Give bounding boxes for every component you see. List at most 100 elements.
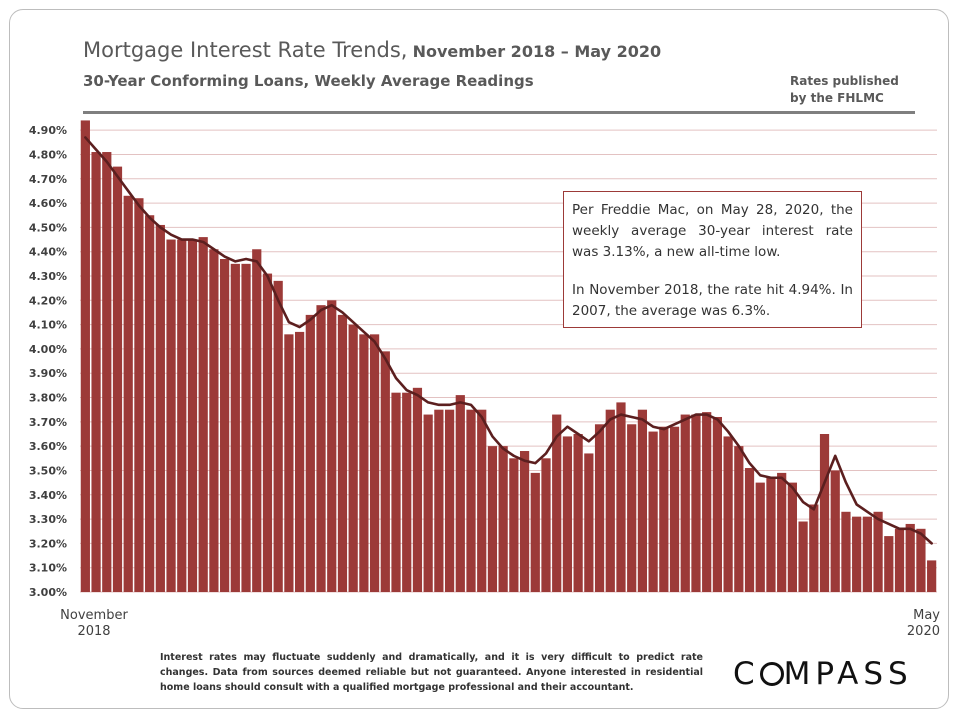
rate-bar — [198, 237, 208, 592]
rate-bar — [80, 120, 90, 592]
moving-average-path — [84, 136, 933, 545]
rate-bar — [637, 409, 648, 592]
x-label-start-month: November — [60, 608, 128, 623]
x-label-end-year: 2020 — [906, 624, 940, 639]
y-tick-label: 4.60% — [29, 197, 67, 210]
y-tick-label: 3.70% — [29, 416, 67, 429]
rate-bar — [434, 409, 444, 592]
chart-subtitle: 30-Year Conforming Loans, Weekly Average… — [83, 72, 534, 90]
rate-bar — [927, 560, 937, 592]
rate-bar — [112, 166, 123, 592]
rate-bar — [562, 436, 573, 592]
rate-bar — [798, 521, 808, 592]
rate-bar — [316, 305, 326, 592]
rate-bar — [91, 152, 101, 592]
rate-bar — [327, 300, 337, 592]
annotation-paragraph-2: In November 2018, the rate hit 4.94%. In… — [572, 282, 853, 319]
y-tick-label: 4.00% — [29, 343, 67, 356]
rate-bar — [755, 482, 765, 592]
logo-text-after: MPASS — [783, 656, 913, 692]
y-tick-label: 4.30% — [29, 270, 67, 283]
y-tick-label: 4.40% — [29, 246, 67, 259]
rate-bar — [830, 470, 840, 592]
rate-bar — [873, 511, 883, 592]
rate-bar — [273, 280, 283, 592]
rate-bar — [295, 331, 305, 592]
rate-bar — [102, 152, 112, 592]
rate-bar — [123, 195, 133, 593]
y-axis-tick-labels: 3.00% 3.10% 3.20% 3.30% 3.40% 3.50% 3.60% 3.70%… — [29, 124, 67, 599]
x-label-start-year: 2018 — [77, 624, 111, 639]
y-tick-label: 3.50% — [29, 464, 67, 477]
rate-bar — [648, 431, 658, 592]
rate-bar — [262, 273, 273, 592]
rate-bar — [177, 239, 187, 593]
rate-bars — [80, 120, 937, 593]
rate-bar — [691, 414, 701, 592]
y-tick-label: 3.60% — [29, 440, 67, 453]
rate-bar — [734, 446, 744, 592]
rate-bar — [155, 224, 165, 592]
rate-bar — [230, 263, 240, 592]
y-tick-label: 3.80% — [29, 392, 67, 405]
y-tick-label: 4.50% — [29, 221, 67, 234]
rate-bar — [809, 504, 819, 592]
rate-bar — [787, 482, 797, 592]
rate-bar — [466, 409, 476, 592]
rate-bar — [498, 446, 508, 592]
rate-bar — [905, 523, 915, 592]
rate-bar — [455, 395, 465, 592]
rate-bar — [166, 239, 176, 593]
rate-bar — [380, 351, 390, 592]
rate-bar — [423, 414, 433, 592]
rate-bar — [819, 434, 830, 592]
y-tick-label: 4.90% — [29, 124, 67, 137]
logo-circle-o — [759, 662, 784, 686]
y-tick-label: 3.10% — [29, 562, 67, 575]
chart-title-range: November 2018 – May 2020 — [412, 42, 662, 61]
rate-bar — [841, 511, 851, 592]
disclaimer-text: Interest rates may fluctuate suddenly an… — [160, 652, 703, 693]
rate-bar — [187, 239, 198, 593]
rate-bar — [241, 263, 251, 592]
source-line-1: Rates published — [790, 74, 899, 88]
rate-bar — [884, 536, 894, 592]
y-tick-label: 4.80% — [29, 148, 67, 161]
rate-bar — [680, 414, 690, 592]
rate-bar — [369, 334, 380, 592]
rate-bar — [541, 458, 551, 592]
moving-average-line — [84, 136, 933, 545]
y-tick-label: 3.00% — [29, 586, 67, 599]
rate-bar — [584, 453, 594, 592]
rate-bar — [252, 249, 262, 592]
rate-bar — [573, 434, 583, 592]
rate-bar — [627, 424, 637, 592]
x-label-start: November 2018 — [54, 608, 134, 640]
rate-bar — [509, 458, 519, 592]
rate-bar — [702, 412, 712, 592]
rate-bar — [145, 215, 155, 592]
rate-bar — [402, 392, 412, 592]
rate-bar — [616, 402, 626, 592]
x-label-end-month: May — [913, 608, 940, 623]
rate-bar — [209, 249, 219, 592]
x-label-end: May 2020 — [880, 608, 940, 640]
rate-bar — [916, 528, 926, 592]
rate-bar — [487, 446, 498, 592]
annotation-paragraph-1: Per Freddie Mac, on May 28, 2020, the we… — [572, 202, 853, 260]
rate-bar — [348, 324, 358, 592]
rate-bar — [594, 424, 605, 592]
rate-bar — [134, 198, 144, 592]
annotation-box: Per Freddie Mac, on May 28, 2020, the we… — [563, 191, 862, 328]
rate-bar — [552, 414, 562, 592]
rate-bar — [359, 334, 369, 592]
rate-bar — [777, 472, 787, 592]
rate-bar — [712, 416, 722, 592]
title-rule — [83, 111, 915, 114]
source-note: Rates published by the FHLMC — [790, 73, 899, 107]
y-tick-label: 3.40% — [29, 489, 67, 502]
rate-bar — [669, 426, 680, 592]
compass-logo: C MPASS — [733, 656, 913, 692]
chart-title-main: Mortgage Interest Rate Trends, — [83, 38, 408, 62]
